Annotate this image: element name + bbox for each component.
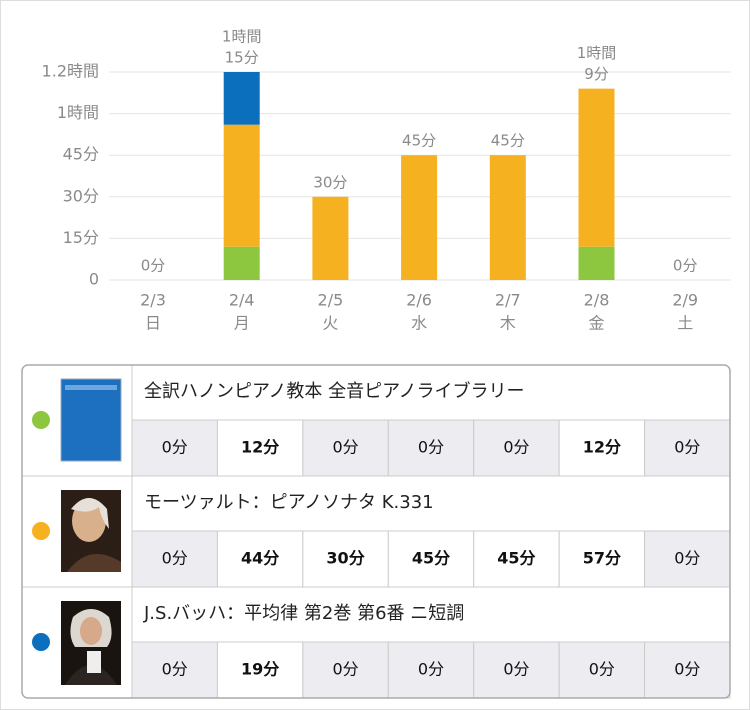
cell-label: 44分 — [241, 549, 279, 568]
x-weekday-label: 火 — [322, 314, 338, 333]
cell-label: 0分 — [332, 660, 358, 679]
bar-segment — [223, 72, 260, 125]
x-weekday-label: 日 — [145, 314, 161, 333]
y-tick-label: 15分 — [63, 228, 99, 247]
x-tick-label: 2/6 — [406, 291, 432, 310]
total-label: 15分 — [225, 49, 259, 67]
legend-label: モーツァルト：ピアノソナタ K.331 — [144, 492, 434, 513]
table-cell — [216, 530, 304, 588]
cell-label: 45分 — [497, 549, 535, 568]
table-frame — [21, 364, 731, 699]
table-cell — [473, 530, 560, 588]
cell-label: 0分 — [589, 660, 615, 679]
table-cell — [558, 530, 646, 588]
total-label: 45分 — [402, 132, 436, 150]
bar-segment — [223, 124, 260, 247]
y-tick-label: 1時間 — [57, 103, 99, 122]
x-tick-label: 2/9 — [672, 291, 698, 310]
y-tick-label: 45分 — [63, 145, 99, 164]
table-cell — [644, 530, 731, 588]
cell-label: 45分 — [412, 549, 450, 568]
y-tick-label: 30分 — [63, 186, 99, 205]
x-tick-label: 2/8 — [584, 291, 610, 310]
total-label: 1時間 — [222, 28, 262, 46]
x-tick-label: 2/7 — [495, 291, 521, 310]
table-cell — [302, 419, 389, 477]
bar-segment — [312, 196, 349, 280]
x-weekday-label: 木 — [500, 314, 516, 333]
cover-hanon — [60, 378, 122, 462]
x-tick-label: 2/3 — [140, 291, 166, 310]
legend-dot — [32, 411, 50, 429]
total-label: 0分 — [141, 257, 166, 275]
x-tick-label: 2/5 — [318, 291, 344, 310]
cell-label: 57分 — [583, 549, 621, 568]
bar-segment — [578, 246, 615, 280]
bar-segment — [223, 246, 260, 280]
cell-label: 0分 — [332, 438, 358, 457]
table-cell — [473, 419, 560, 477]
bar-segment — [489, 155, 526, 280]
cell-label: 0分 — [674, 660, 700, 679]
cell-label: 0分 — [162, 549, 188, 568]
table-cell — [216, 419, 304, 477]
legend-label: J.S.バッハ：平均律 第2巻 第6番 ニ短調 — [143, 603, 464, 624]
cell-label: 0分 — [674, 438, 700, 457]
x-weekday-label: 金 — [588, 314, 604, 333]
cell-label: 30分 — [326, 549, 364, 568]
cell-label: 0分 — [674, 549, 700, 568]
total-label: 9分 — [584, 65, 609, 83]
table-cell — [473, 641, 560, 699]
total-label: 0分 — [673, 257, 698, 275]
cell-label: 0分 — [418, 438, 444, 457]
legend-label: 全訳ハノンピアノ教本 全音ピアノライブラリー — [144, 380, 524, 402]
bar-segment — [578, 88, 615, 247]
cell-label: 0分 — [162, 438, 188, 457]
table-cell — [558, 419, 646, 477]
y-tick-label: 1.2時間 — [42, 62, 99, 81]
total-label: 45分 — [491, 132, 525, 150]
cell-label: 19分 — [241, 660, 279, 679]
x-tick-label: 2/4 — [229, 291, 255, 310]
x-weekday-label: 水 — [411, 314, 427, 333]
portrait-bach — [61, 601, 121, 685]
table-cell — [387, 419, 475, 477]
x-weekday-label: 土 — [677, 314, 693, 333]
cell-label: 0分 — [162, 660, 188, 679]
table-cell — [302, 641, 389, 699]
cell-label: 0分 — [503, 438, 529, 457]
cell-label: 12分 — [241, 438, 279, 457]
cell-label: 0分 — [418, 660, 444, 679]
bar-segment — [401, 155, 438, 280]
x-weekday-label: 月 — [234, 314, 250, 333]
portrait-mozart — [61, 490, 121, 572]
y-tick-label: 0 — [89, 270, 99, 289]
table-cell — [387, 641, 475, 699]
legend-dot — [32, 522, 50, 540]
table-cell — [302, 530, 389, 588]
cell-label: 0分 — [503, 660, 529, 679]
total-label: 30分 — [313, 173, 347, 191]
table-cell — [216, 641, 304, 699]
legend-dot — [32, 633, 50, 651]
cell-label: 12分 — [583, 438, 621, 457]
total-label: 1時間 — [577, 44, 617, 62]
